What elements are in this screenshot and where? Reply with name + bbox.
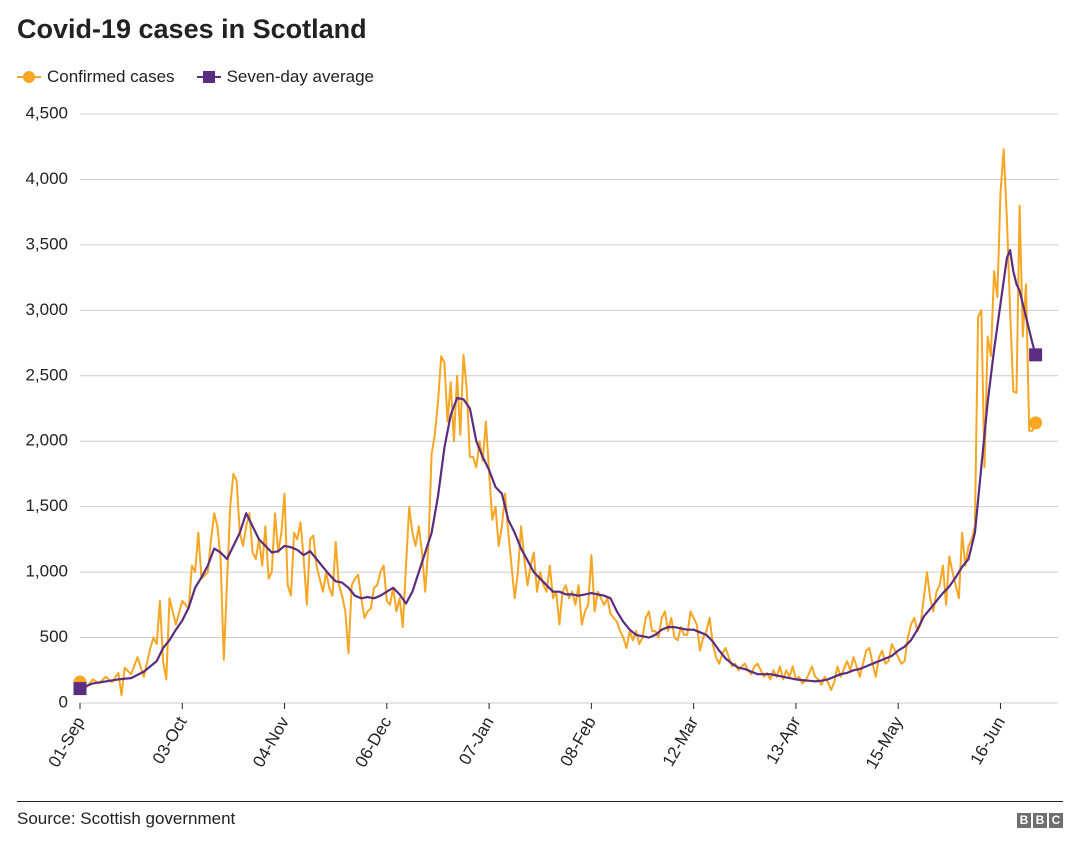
x-tick-label: 03-Oct (149, 713, 191, 767)
x-tick-label: 07-Jan (455, 714, 497, 769)
legend-confirmed-cases: Confirmed cases (17, 67, 175, 87)
legend-seven-day-average: Seven-day average (196, 67, 374, 87)
x-tick-label: 06-Dec (351, 713, 395, 770)
y-axis-ticks: 0 500 1,000 1,500 2,000 2,500 3,000 3,500 4,000 4… (25, 103, 68, 711)
bbc-logo-letter-2: B (1033, 813, 1047, 828)
bbc-logo-letter-3: C (1049, 813, 1063, 828)
bbc-logo: B B C (1015, 813, 1063, 828)
y-tick-label: 4,500 (25, 103, 68, 122)
x-tick-label: 04-Nov (249, 713, 293, 770)
x-tick-label: 12-Mar (659, 713, 703, 769)
source-note: Source: Scottish government (17, 809, 236, 828)
y-tick-label: 2,000 (25, 431, 68, 450)
y-tick-label: 500 (40, 627, 68, 646)
x-tick-label: 13-Apr (762, 713, 804, 767)
y-tick-label: 1,500 (25, 496, 68, 515)
x-axis-ticks: 01-Sep 03-Oct 04-Nov 06-Dec 07-Jan 08-Feb 12-M… (45, 703, 1009, 772)
x-tick-label: 15-May (862, 713, 907, 772)
legend-label-confirmed: Confirmed cases (47, 67, 175, 86)
confirmed-cases-end-marker (1029, 416, 1043, 430)
gridlines (80, 113, 1058, 704)
y-tick-label: 1,000 (25, 562, 68, 581)
x-tick-label: 08-Feb (556, 714, 599, 770)
series-lines (79, 148, 1037, 697)
seven-day-average-end-marker (1029, 348, 1043, 362)
confirmed-cases-line (79, 148, 1037, 697)
y-tick-label: 2,500 (25, 365, 68, 384)
seven-day-average-line (79, 249, 1037, 690)
chart-canvas: 0 500 1,000 1,500 2,000 2,500 3,000 3,500 4,000 4… (25, 103, 1058, 772)
x-tick-label: 16-Jun (966, 714, 1008, 769)
series-markers (73, 348, 1043, 696)
legend-square-marker-icon (196, 71, 221, 83)
legend-circle-marker-icon (17, 71, 41, 83)
x-tick-label: 01-Sep (45, 714, 89, 771)
footer-divider (17, 801, 1063, 802)
y-tick-label: 3,000 (25, 300, 68, 319)
y-tick-label: 4,000 (25, 169, 68, 188)
chart-title: Covid-19 cases in Scotland (17, 14, 367, 44)
legend: Confirmed cases Seven-day average (17, 66, 396, 88)
y-tick-label: 3,500 (25, 234, 68, 253)
y-tick-label: 0 (59, 692, 68, 711)
seven-day-average-start-marker (73, 682, 87, 696)
bbc-logo-letter-1: B (1017, 813, 1031, 828)
legend-label-average: Seven-day average (226, 67, 374, 86)
